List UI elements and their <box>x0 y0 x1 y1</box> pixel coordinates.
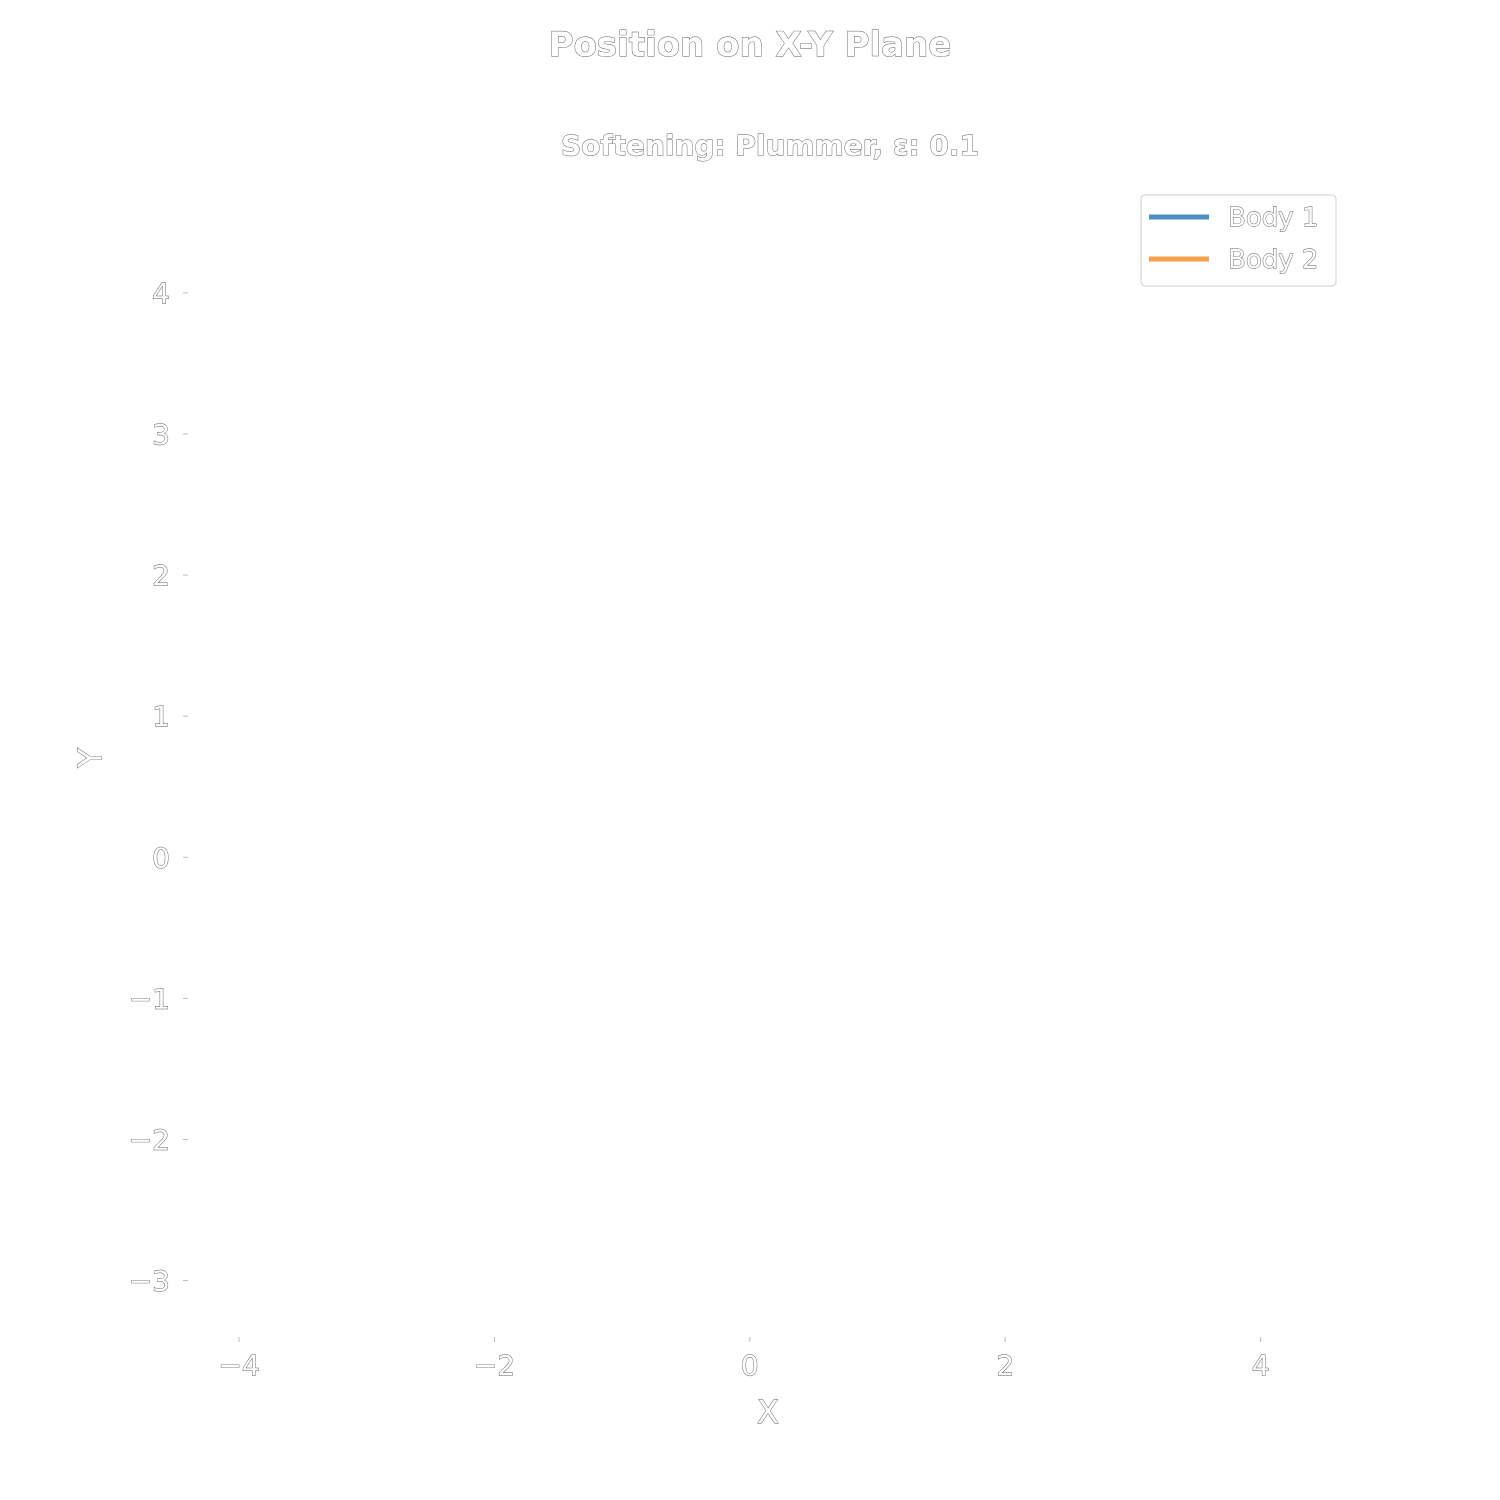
y-axis-ticks: −3 −2 −1 0 1 2 3 4 <box>128 276 188 1298</box>
x-axis-ticks: −4 −2 0 2 4 <box>218 1337 1270 1382</box>
y-tick-label: −2 <box>129 1123 170 1156</box>
chart-subtitle: Softening: Plummer, ε: 0.1 <box>561 129 979 162</box>
legend-label: Body 1 <box>1228 203 1318 233</box>
y-tick-label: 4 <box>152 277 170 310</box>
x-axis-label: X <box>757 1393 779 1431</box>
x-tick-label: −4 <box>218 1349 259 1382</box>
x-tick-label: 4 <box>1252 1349 1270 1382</box>
y-tick-label: −1 <box>129 982 170 1015</box>
y-tick-label: 1 <box>152 700 170 733</box>
x-tick-label: −2 <box>474 1349 515 1382</box>
x-tick-label: 0 <box>741 1349 759 1382</box>
y-tick-label: 0 <box>152 841 170 874</box>
y-axis-label: Y <box>71 748 109 769</box>
y-tick-label: −3 <box>129 1265 170 1298</box>
y-tick-label: 3 <box>152 418 170 451</box>
legend-label: Body 2 <box>1228 245 1318 275</box>
x-tick-label: 2 <box>996 1349 1014 1382</box>
chart-title: Position on X-Y Plane <box>549 25 952 65</box>
legend: Body 1 Body 2 <box>1140 194 1337 287</box>
y-tick-label: 2 <box>152 559 170 592</box>
